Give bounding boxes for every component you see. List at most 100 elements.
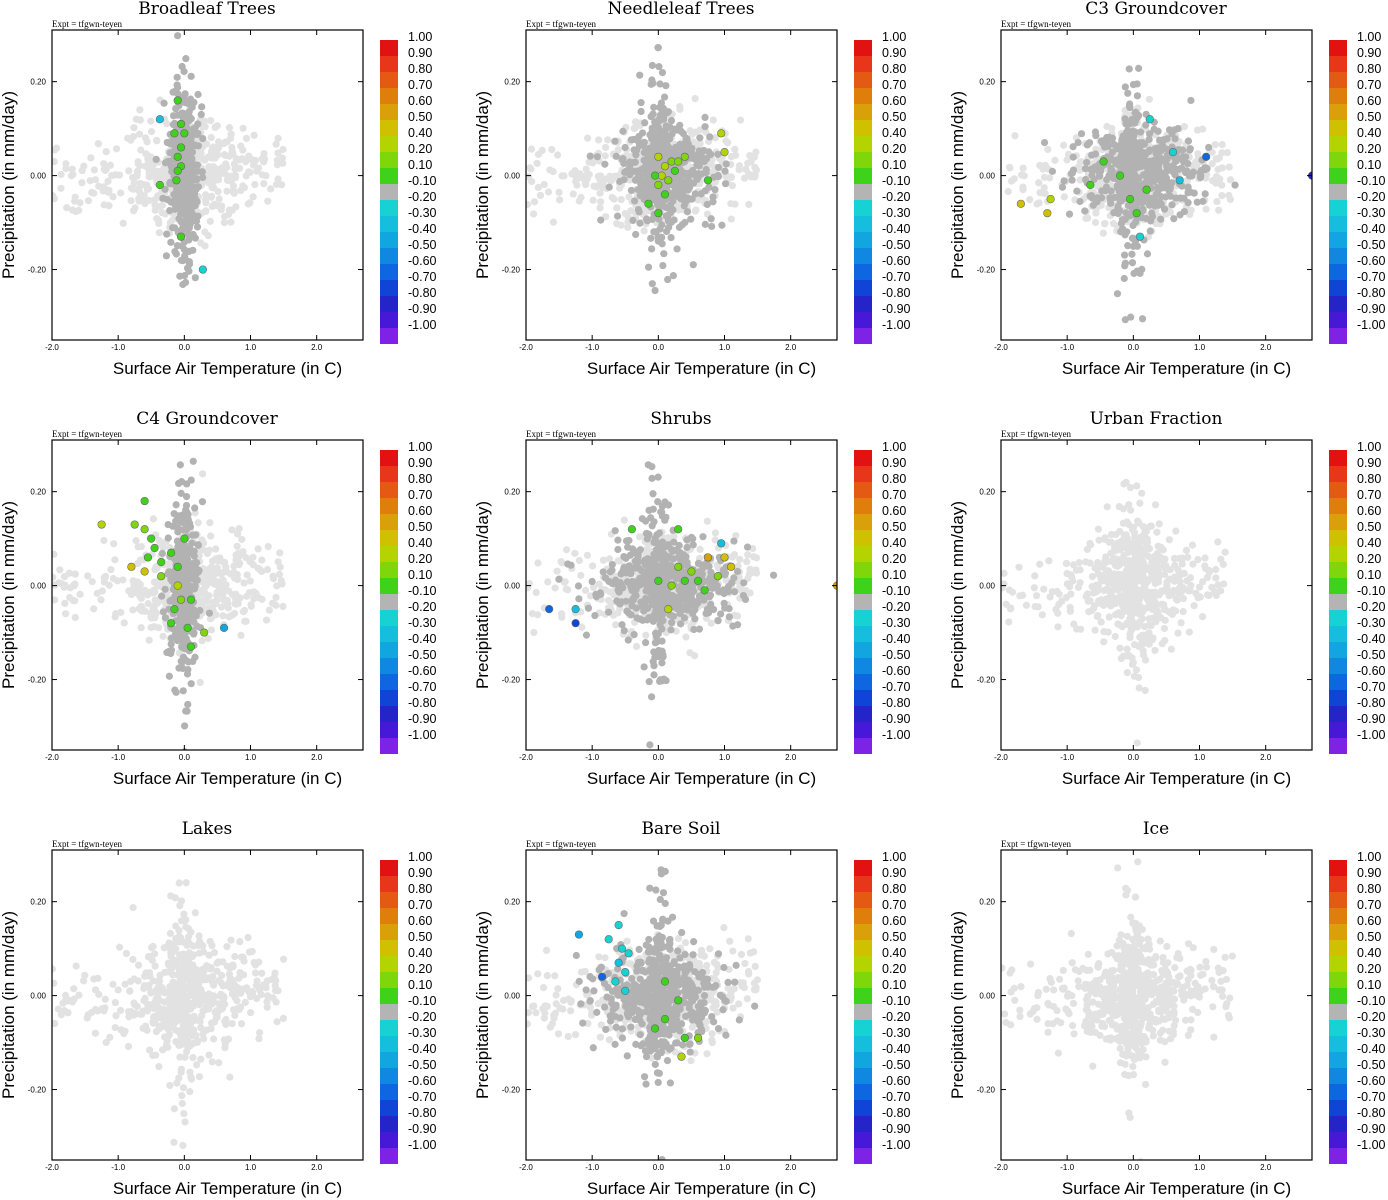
background-point xyxy=(637,99,645,107)
highlight-point xyxy=(1142,185,1151,194)
colorbar-swatch xyxy=(854,120,872,136)
background-point xyxy=(1142,121,1150,129)
colorbar-swatch xyxy=(380,514,398,530)
background-point xyxy=(1157,215,1165,223)
background-point xyxy=(214,176,223,184)
background-point xyxy=(111,613,119,621)
background-point xyxy=(197,110,205,119)
background-point xyxy=(1223,149,1231,157)
background-point xyxy=(52,146,59,154)
background-point xyxy=(151,565,159,573)
background-point xyxy=(1208,160,1216,168)
background-point xyxy=(636,71,644,79)
background-point xyxy=(577,571,585,580)
background-point xyxy=(632,230,640,239)
background-point xyxy=(1150,195,1159,203)
background-point xyxy=(664,213,672,221)
background-point xyxy=(56,566,64,574)
background-point xyxy=(527,165,535,173)
colorbar-label: 0.90 xyxy=(408,46,432,60)
highlight-point xyxy=(644,199,653,208)
background-point xyxy=(258,567,266,576)
colorbar-swatch xyxy=(854,104,872,120)
background-point xyxy=(640,663,648,671)
background-point xyxy=(714,150,722,158)
colorbar-swatch xyxy=(1329,200,1347,216)
background-point xyxy=(1138,315,1147,323)
background-point xyxy=(184,195,192,203)
background-point xyxy=(1096,172,1104,180)
background-point xyxy=(276,549,284,557)
background-point xyxy=(664,431,671,438)
background-point xyxy=(648,124,656,132)
background-point xyxy=(190,630,198,638)
scatter-points xyxy=(526,431,837,749)
background-point xyxy=(1129,22,1136,29)
colorbar-label: -0.30 xyxy=(408,616,437,630)
background-point xyxy=(264,197,272,205)
background-point xyxy=(161,585,169,593)
colorbar-label: -0.90 xyxy=(1357,302,1386,316)
x-tick-label: 2.0 xyxy=(311,343,323,352)
background-point xyxy=(1162,167,1171,176)
background-point xyxy=(1121,83,1129,91)
background-point xyxy=(152,609,161,617)
background-point xyxy=(52,192,57,200)
background-point xyxy=(100,201,108,209)
background-point xyxy=(583,551,592,559)
background-point xyxy=(272,140,280,148)
background-point xyxy=(602,143,610,152)
background-point xyxy=(181,722,189,730)
background-point xyxy=(1178,164,1186,172)
background-point xyxy=(714,163,723,172)
colorbar-label: 1.00 xyxy=(882,30,906,44)
background-point xyxy=(185,613,193,621)
background-point xyxy=(263,565,272,574)
highlight-point xyxy=(219,623,229,632)
background-point xyxy=(88,577,96,586)
background-point xyxy=(533,159,541,167)
background-point xyxy=(1017,171,1026,179)
background-point xyxy=(189,457,197,465)
background-point xyxy=(614,146,622,154)
background-point xyxy=(224,599,232,608)
background-point xyxy=(709,198,717,206)
background-point xyxy=(636,219,644,227)
background-point xyxy=(642,182,650,190)
colorbar-label: -0.90 xyxy=(882,302,911,316)
background-point xyxy=(561,578,569,586)
colorbar-label: -0.10 xyxy=(882,174,911,188)
background-point xyxy=(224,176,233,184)
panel-title: C4 Groundcover xyxy=(136,409,278,429)
background-point xyxy=(159,632,167,640)
background-point xyxy=(588,562,597,570)
colorbar-label: 0.50 xyxy=(408,520,432,534)
background-point xyxy=(638,129,647,137)
scatter-points xyxy=(526,44,761,295)
background-point xyxy=(145,636,153,644)
background-point xyxy=(1128,250,1136,258)
background-point xyxy=(171,630,179,639)
background-point xyxy=(262,172,270,180)
background-point xyxy=(242,553,250,562)
colorbar-swatch xyxy=(854,152,872,168)
background-point xyxy=(1073,187,1081,195)
colorbar-label: 0.70 xyxy=(408,488,432,502)
highlight-point xyxy=(1043,209,1052,218)
highlight-point xyxy=(176,143,186,152)
background-point xyxy=(1155,201,1163,209)
colorbar-swatch xyxy=(854,168,872,184)
background-point xyxy=(544,578,552,586)
background-point xyxy=(620,176,628,184)
background-point xyxy=(75,206,83,214)
background-point xyxy=(630,146,638,154)
background-point xyxy=(194,183,203,191)
background-point xyxy=(247,155,255,163)
colorbar-swatch xyxy=(854,184,872,200)
colorbar-swatch xyxy=(1329,104,1347,120)
colorbar-swatch xyxy=(854,200,872,216)
background-point xyxy=(175,617,183,626)
expt-label: Expt = tfgwn-teyen xyxy=(52,429,123,439)
